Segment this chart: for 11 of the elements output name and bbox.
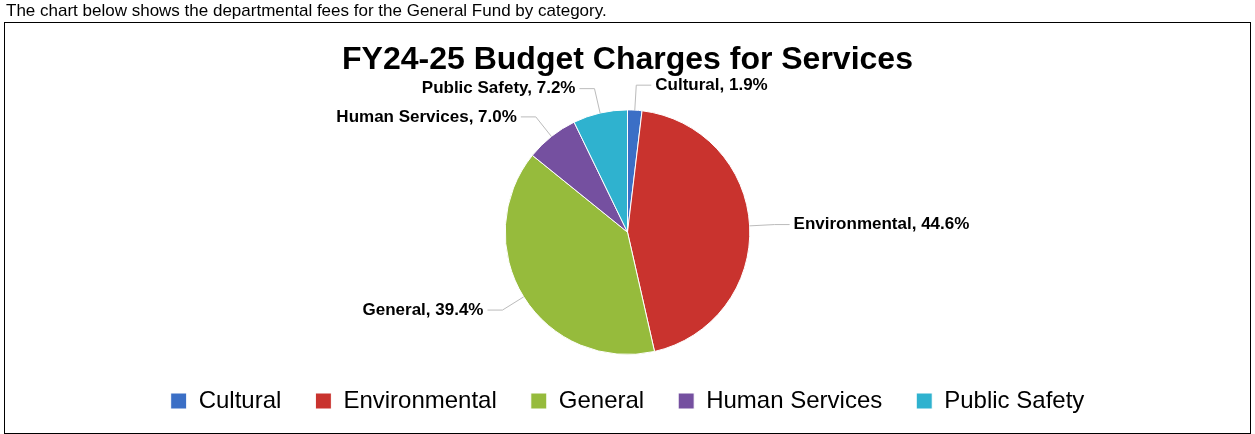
data-label: Human Services, 7.0% <box>336 106 517 126</box>
legend-label: Human Services <box>706 385 883 413</box>
data-label: Public Safety, 7.2% <box>421 78 576 98</box>
legend-label: General <box>558 385 645 413</box>
legend-label: Cultural <box>198 385 282 413</box>
chart-title: FY24-25 Budget Charges for Services <box>342 40 913 77</box>
legend-label: Environmental <box>343 385 497 413</box>
text: The chart below shows the departmental fees for the General Fund by category. <box>5 0 608 22</box>
data-label: General, 39.4% <box>362 299 484 319</box>
data-label: Environmental, 44.6% <box>793 214 970 234</box>
legend-label: Public Safety <box>944 385 1085 413</box>
